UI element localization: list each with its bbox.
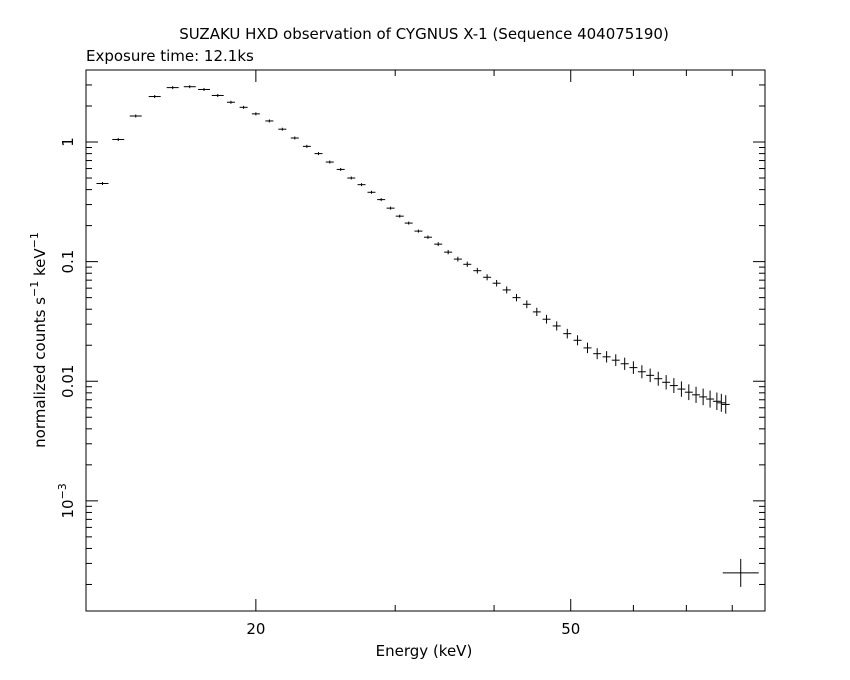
data-point (96, 181, 109, 185)
data-point (211, 93, 224, 97)
data-point (377, 198, 386, 202)
data-point (532, 307, 541, 317)
data-point (302, 144, 311, 148)
data-point (637, 365, 646, 379)
y-tick-label: 0.1 (59, 250, 77, 274)
data-point (542, 314, 551, 324)
data-point (112, 137, 125, 141)
data-point (226, 100, 235, 104)
y-axis-label: normalized counts s−1 keV−1 (28, 232, 49, 448)
data-point (239, 105, 248, 109)
data-point (357, 183, 366, 187)
data-point (444, 249, 453, 255)
x-tick-label: 20 (246, 620, 265, 638)
y-tick-label-base: 0.01 (59, 365, 77, 398)
x-tick-labels: 20 50 (246, 620, 580, 638)
data-point (620, 357, 629, 370)
x-axis-label: Energy (keV) (376, 642, 473, 660)
chart-subtitle: Exposure time: 12.1ks (86, 47, 254, 65)
data-point (395, 214, 404, 218)
data-point (602, 351, 611, 363)
data-point (325, 160, 334, 164)
y-tick-label-base: 0.1 (59, 250, 77, 274)
data-point (129, 114, 142, 118)
y-axis-label-unit: keV (31, 248, 49, 281)
data-point (593, 348, 602, 360)
data-point (552, 321, 561, 331)
data-points (96, 85, 759, 587)
data-point (654, 371, 663, 386)
data-point (706, 390, 715, 408)
data-point (278, 127, 287, 131)
data-point (692, 386, 701, 403)
data-point (251, 112, 260, 116)
data-point (492, 279, 501, 287)
data-point (148, 95, 161, 99)
data-point (314, 152, 323, 156)
y-tick-label-base: 1 (59, 137, 77, 147)
data-point (721, 395, 730, 414)
y-tick-label-exp: −3 (56, 483, 69, 499)
y-tick-label: 0.01 (59, 365, 77, 398)
data-point (563, 328, 572, 339)
data-point (166, 86, 179, 90)
data-point (717, 393, 726, 412)
data-point (483, 274, 492, 281)
data-point (265, 119, 274, 123)
plot-frame (85, 69, 766, 612)
data-point-outlier (722, 558, 759, 587)
data-point (336, 167, 345, 171)
data-point (386, 206, 395, 210)
data-point (290, 136, 299, 140)
data-point (583, 342, 592, 354)
y-tick-label: 10−3 (56, 483, 77, 518)
data-point (423, 235, 432, 239)
y-tick-label: 1 (59, 137, 77, 147)
data-point (699, 388, 708, 406)
y-axis-label-sup1: −1 (28, 281, 41, 297)
data-point (463, 261, 472, 267)
data-point (512, 293, 521, 302)
data-point (434, 242, 443, 247)
data-point (669, 378, 678, 394)
data-point (611, 354, 620, 367)
data-point (573, 335, 582, 346)
y-axis-label-sup2: −1 (28, 232, 41, 248)
y-tick-label-base: 10 (59, 499, 77, 518)
data-point (712, 392, 721, 411)
data-point (414, 229, 423, 233)
y-tick-labels: 1 0.1 0.01 10−3 (56, 137, 77, 518)
axis-ticks (86, 69, 765, 611)
data-point (473, 267, 482, 274)
data-point (677, 381, 686, 397)
data-point (502, 286, 511, 294)
data-point (646, 368, 655, 383)
data-point (662, 375, 671, 390)
data-point (522, 300, 531, 309)
data-point (404, 221, 413, 225)
data-point (347, 176, 356, 180)
data-point (453, 256, 462, 262)
data-point (183, 85, 196, 89)
data-point (367, 190, 376, 194)
x-tick-label: 50 (561, 620, 580, 638)
chart-title: SUZAKU HXD observation of CYGNUS X-1 (Se… (179, 25, 669, 43)
data-point (684, 384, 693, 401)
y-axis-label-main: normalized counts s (31, 297, 49, 448)
data-point (198, 87, 211, 91)
data-point (629, 361, 638, 374)
